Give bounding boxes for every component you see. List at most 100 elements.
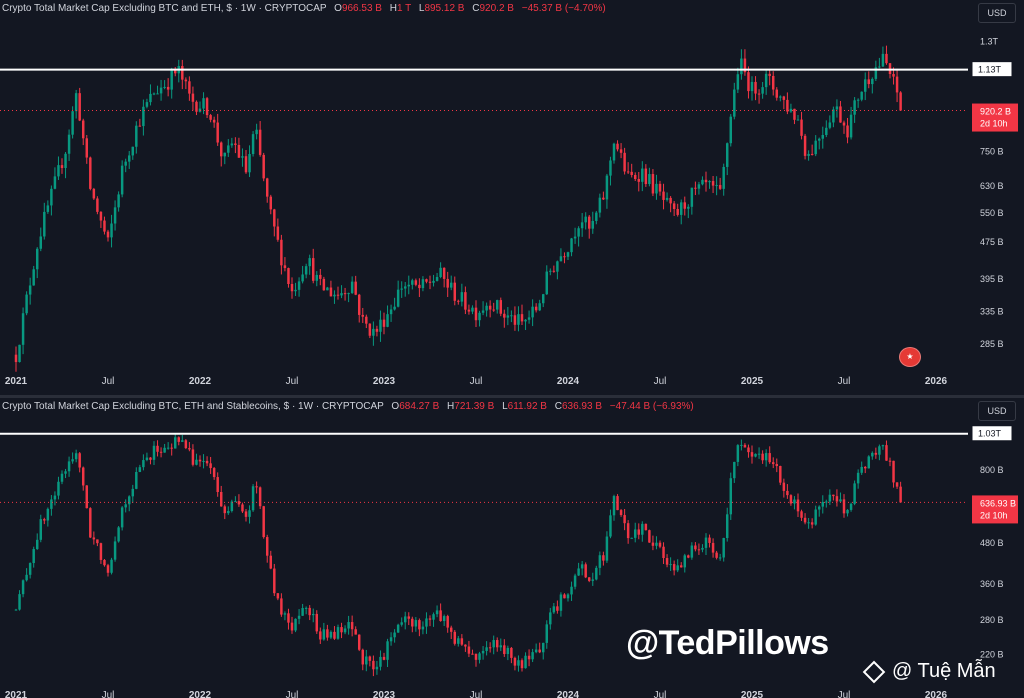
y-tick-label: 220 B [980, 649, 1004, 659]
candle-body [177, 437, 181, 442]
candle-body [694, 545, 697, 550]
candle-body [718, 185, 722, 189]
candle-body [170, 447, 173, 449]
candle-body [573, 575, 577, 587]
candle-body [789, 108, 793, 112]
candle-body [708, 181, 711, 183]
candle-body [156, 93, 159, 95]
candle-body [294, 289, 297, 292]
candle-body [124, 161, 127, 166]
candle-body [223, 152, 227, 157]
candle-body [602, 555, 605, 561]
candle-body [534, 306, 538, 311]
candle-body [711, 542, 715, 553]
candle-body [414, 280, 418, 285]
candle-body [428, 281, 432, 283]
bottom-currency-button[interactable]: USD [978, 401, 1016, 421]
candle-body [258, 487, 262, 507]
candle-body [641, 168, 644, 182]
candle-body [393, 306, 396, 310]
candle-body [350, 281, 354, 294]
candle-body [616, 143, 619, 150]
candle-body [871, 78, 874, 85]
candle-body [609, 160, 612, 176]
candle-body [135, 125, 138, 147]
candle-body [142, 106, 145, 127]
candle-body [566, 594, 570, 599]
candle-body [750, 452, 754, 457]
candle-body [209, 115, 212, 120]
candle-body [832, 494, 835, 497]
candle-body [219, 491, 223, 507]
candle-body [899, 92, 902, 111]
candle-body [57, 481, 60, 496]
candle-body [354, 281, 357, 295]
candle-body [779, 466, 782, 483]
candle-body [368, 323, 372, 336]
candle-body [265, 178, 269, 197]
candle-body [559, 256, 563, 262]
candle-body [584, 216, 587, 223]
bottom-chart-pane[interactable]: 800 B 480 B 360 B 280 B 220 B 2021 Jul 2022 Jul 2… [0, 398, 1024, 698]
candle-body [786, 99, 789, 112]
candles-group [14, 434, 902, 677]
candle-body [92, 188, 96, 199]
candle-body [633, 174, 637, 180]
bottom-chart-svg[interactable]: 800 B 480 B 360 B 280 B 220 B 2021 Jul 2022 Jul 2… [0, 398, 1024, 698]
candle-body [117, 194, 120, 208]
candle-body [99, 211, 103, 221]
top-chart-pane[interactable]: 1.3T 750 B 630 B 550 B 475 B 395 B 335 B 285 B 2… [0, 0, 1024, 395]
candle-body [609, 515, 612, 537]
candle-body [14, 354, 18, 363]
candle-body [832, 109, 835, 123]
candle-body [43, 519, 46, 521]
candle-body [881, 53, 885, 67]
candle-body [612, 496, 616, 516]
candle-body [202, 98, 205, 109]
candle-body [117, 527, 120, 542]
pane-separator[interactable] [0, 395, 1024, 398]
candle-body [768, 453, 771, 463]
candle-body [78, 93, 81, 121]
y-tick-label: 1.3T [980, 37, 999, 47]
candle-body [227, 145, 230, 153]
candle-body [336, 627, 340, 639]
candle-body [595, 212, 598, 221]
candle-body [503, 645, 506, 655]
candle-body [563, 594, 566, 599]
candle-body [273, 568, 276, 594]
top-currency-button[interactable]: USD [978, 3, 1016, 23]
candle-body [389, 637, 393, 642]
candle-body [878, 446, 881, 455]
candle-body [892, 460, 895, 483]
candle-body [216, 477, 219, 492]
candle-body [18, 594, 21, 610]
candle-body [156, 445, 159, 452]
candle-body [541, 294, 545, 304]
candle-body [39, 519, 43, 540]
candle-body [467, 646, 471, 654]
us-flag-icon[interactable]: ★ [899, 347, 921, 367]
candle-body [205, 98, 209, 116]
candle-body [138, 467, 142, 472]
candle-body [304, 607, 308, 609]
candle-body [428, 618, 432, 620]
candle-body [503, 313, 506, 318]
credit-text: @ Tuệ Mẫn [862, 660, 996, 684]
candle-body [432, 614, 435, 620]
candle-body [280, 598, 283, 615]
candle-body [679, 565, 683, 568]
candle-body [202, 460, 205, 462]
price-tag-countdown: 2d 10h [980, 119, 1008, 129]
candle-body [181, 66, 184, 80]
candle-body [743, 444, 747, 448]
candle-body [867, 456, 871, 469]
candle-body [800, 119, 803, 136]
candle-body [867, 79, 871, 85]
candle-body [265, 537, 269, 556]
candle-body [863, 79, 867, 92]
candle-body [885, 445, 888, 461]
candle-body [715, 185, 718, 187]
top-chart-svg[interactable]: 1.3T 750 B 630 B 550 B 475 B 395 B 335 B 285 B 2… [0, 0, 1024, 395]
candle-body [750, 81, 754, 92]
